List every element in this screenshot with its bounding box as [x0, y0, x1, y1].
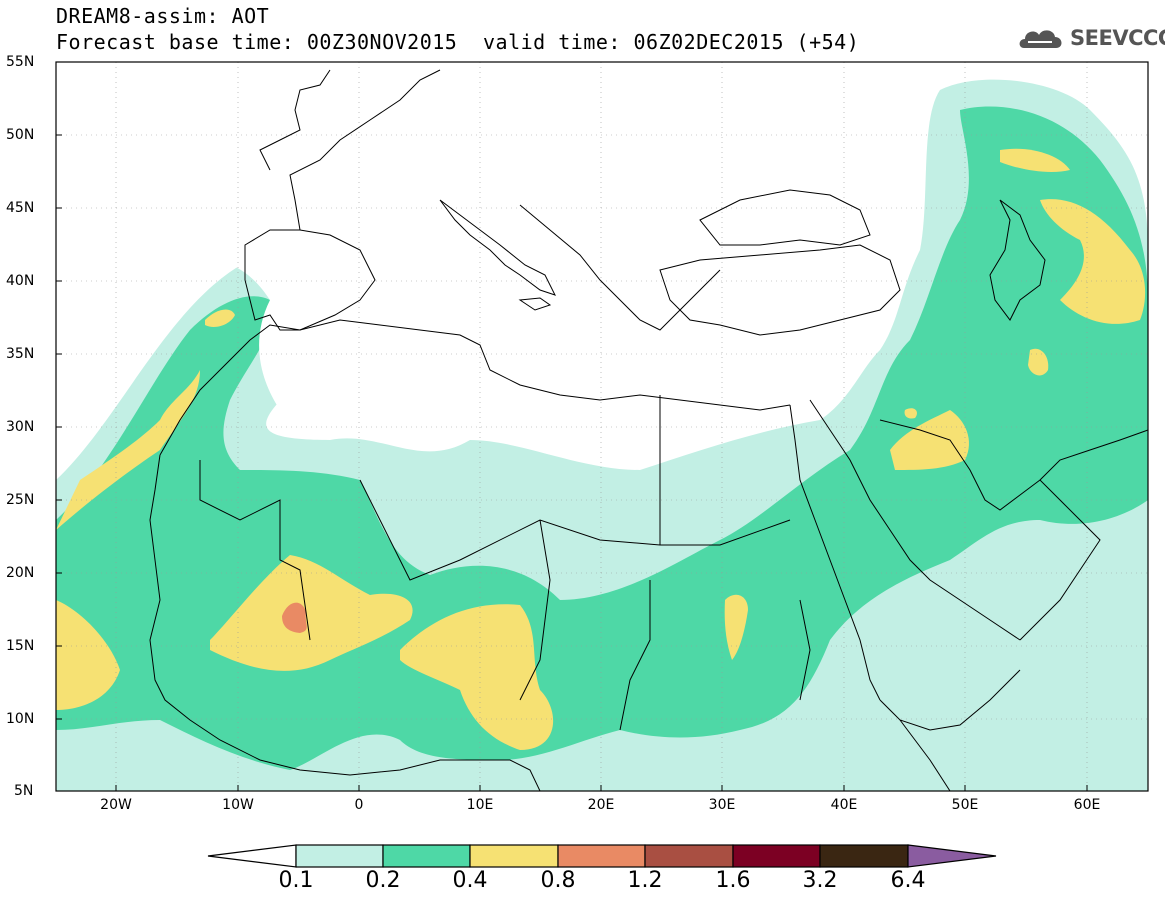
colorbar-bin-0.4	[469, 844, 559, 868]
colorbar-bin-1.2	[644, 844, 734, 868]
valid-time: valid time: 06Z02DEC2015 (+54)	[483, 30, 860, 54]
lon-label: 20E	[587, 797, 615, 813]
lon-label: 10E	[466, 797, 494, 813]
coastlines	[149, 69, 1148, 791]
lat-label: 10N	[6, 711, 35, 727]
colorbar-bin-0.2	[382, 844, 471, 868]
colorbar-bin-0.8	[557, 844, 646, 868]
colorbar-under	[207, 844, 297, 868]
colorbar-bin-3.2	[819, 844, 909, 868]
graticule	[56, 62, 1148, 791]
axis-ticks	[56, 134, 1088, 791]
aot-level-0.8	[282, 602, 307, 633]
forecast-base-time: Forecast base time: 00Z30NOV2015	[56, 30, 458, 54]
lon-label: 20W	[100, 797, 132, 813]
lat-label: 30N	[6, 419, 35, 435]
colorbar-bin-0.1	[295, 844, 384, 868]
lon-label: 50E	[951, 797, 979, 813]
lat-label: 35N	[6, 346, 35, 362]
colorbar-label: 3.2	[802, 868, 838, 893]
aot-field	[56, 62, 1148, 791]
colorbar-label: 0.2	[365, 868, 401, 893]
lon-label: 30E	[708, 797, 736, 813]
colorbar-label: 1.2	[627, 868, 663, 893]
lat-label: 5N	[14, 783, 34, 799]
colorbar-bin-1.6	[732, 844, 821, 868]
colorbar-label: 1.6	[715, 868, 751, 893]
clear-areas	[56, 62, 940, 450]
lat-label: 50N	[6, 127, 35, 143]
map-title: DREAM8-assim: AOT	[56, 4, 270, 28]
colorbar-label: 0.8	[540, 868, 576, 893]
logo-text: SEEVCCC	[1070, 26, 1165, 50]
lat-label: 40N	[6, 273, 35, 289]
lat-label: 20N	[6, 565, 35, 581]
colorbar-label: 0.4	[452, 868, 488, 893]
lon-label: 0	[354, 797, 364, 813]
lon-label: 60E	[1073, 797, 1101, 813]
lat-label: 25N	[6, 492, 35, 508]
colorbar	[207, 844, 997, 868]
lat-label: 15N	[6, 638, 35, 654]
colorbar-label: 0.1	[278, 868, 314, 893]
colorbar-over	[907, 844, 997, 868]
lat-label: 55N	[6, 54, 35, 70]
aot-level-0.4	[56, 148, 1146, 750]
lon-label: 40E	[830, 797, 858, 813]
cloud-logo-icon	[1019, 30, 1062, 48]
colorbar-label: 6.4	[890, 868, 926, 893]
lon-label: 10W	[222, 797, 254, 813]
lat-label: 45N	[6, 200, 35, 216]
